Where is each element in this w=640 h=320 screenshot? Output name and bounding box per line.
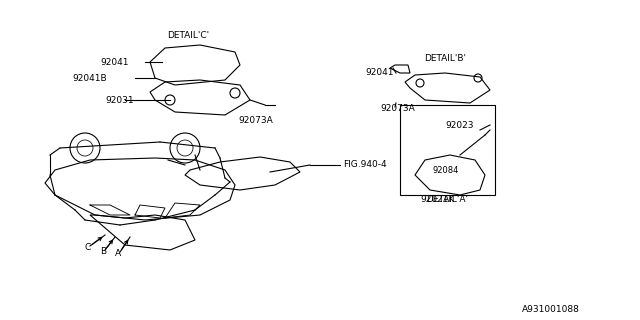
Text: FIG.940-4: FIG.940-4	[343, 159, 387, 169]
Text: 92073A: 92073A	[238, 116, 273, 124]
Text: B: B	[100, 247, 106, 257]
Text: 92021K: 92021K	[420, 196, 454, 204]
Text: 92041: 92041	[365, 68, 394, 76]
Text: DETAIL'B': DETAIL'B'	[424, 53, 466, 62]
Text: C: C	[85, 244, 91, 252]
Text: DETAIL'C': DETAIL'C'	[167, 30, 209, 39]
Text: DETAIL'A': DETAIL'A'	[426, 196, 468, 204]
Text: A: A	[115, 250, 121, 259]
Text: 92023: 92023	[445, 121, 474, 130]
Text: A931001088: A931001088	[522, 306, 580, 315]
Text: 92041: 92041	[100, 58, 129, 67]
Text: 92031: 92031	[105, 95, 134, 105]
Text: 92073A: 92073A	[380, 103, 415, 113]
Bar	[400, 105, 495, 195]
Text: 92084: 92084	[432, 165, 458, 174]
Text: 92041B: 92041B	[72, 74, 107, 83]
